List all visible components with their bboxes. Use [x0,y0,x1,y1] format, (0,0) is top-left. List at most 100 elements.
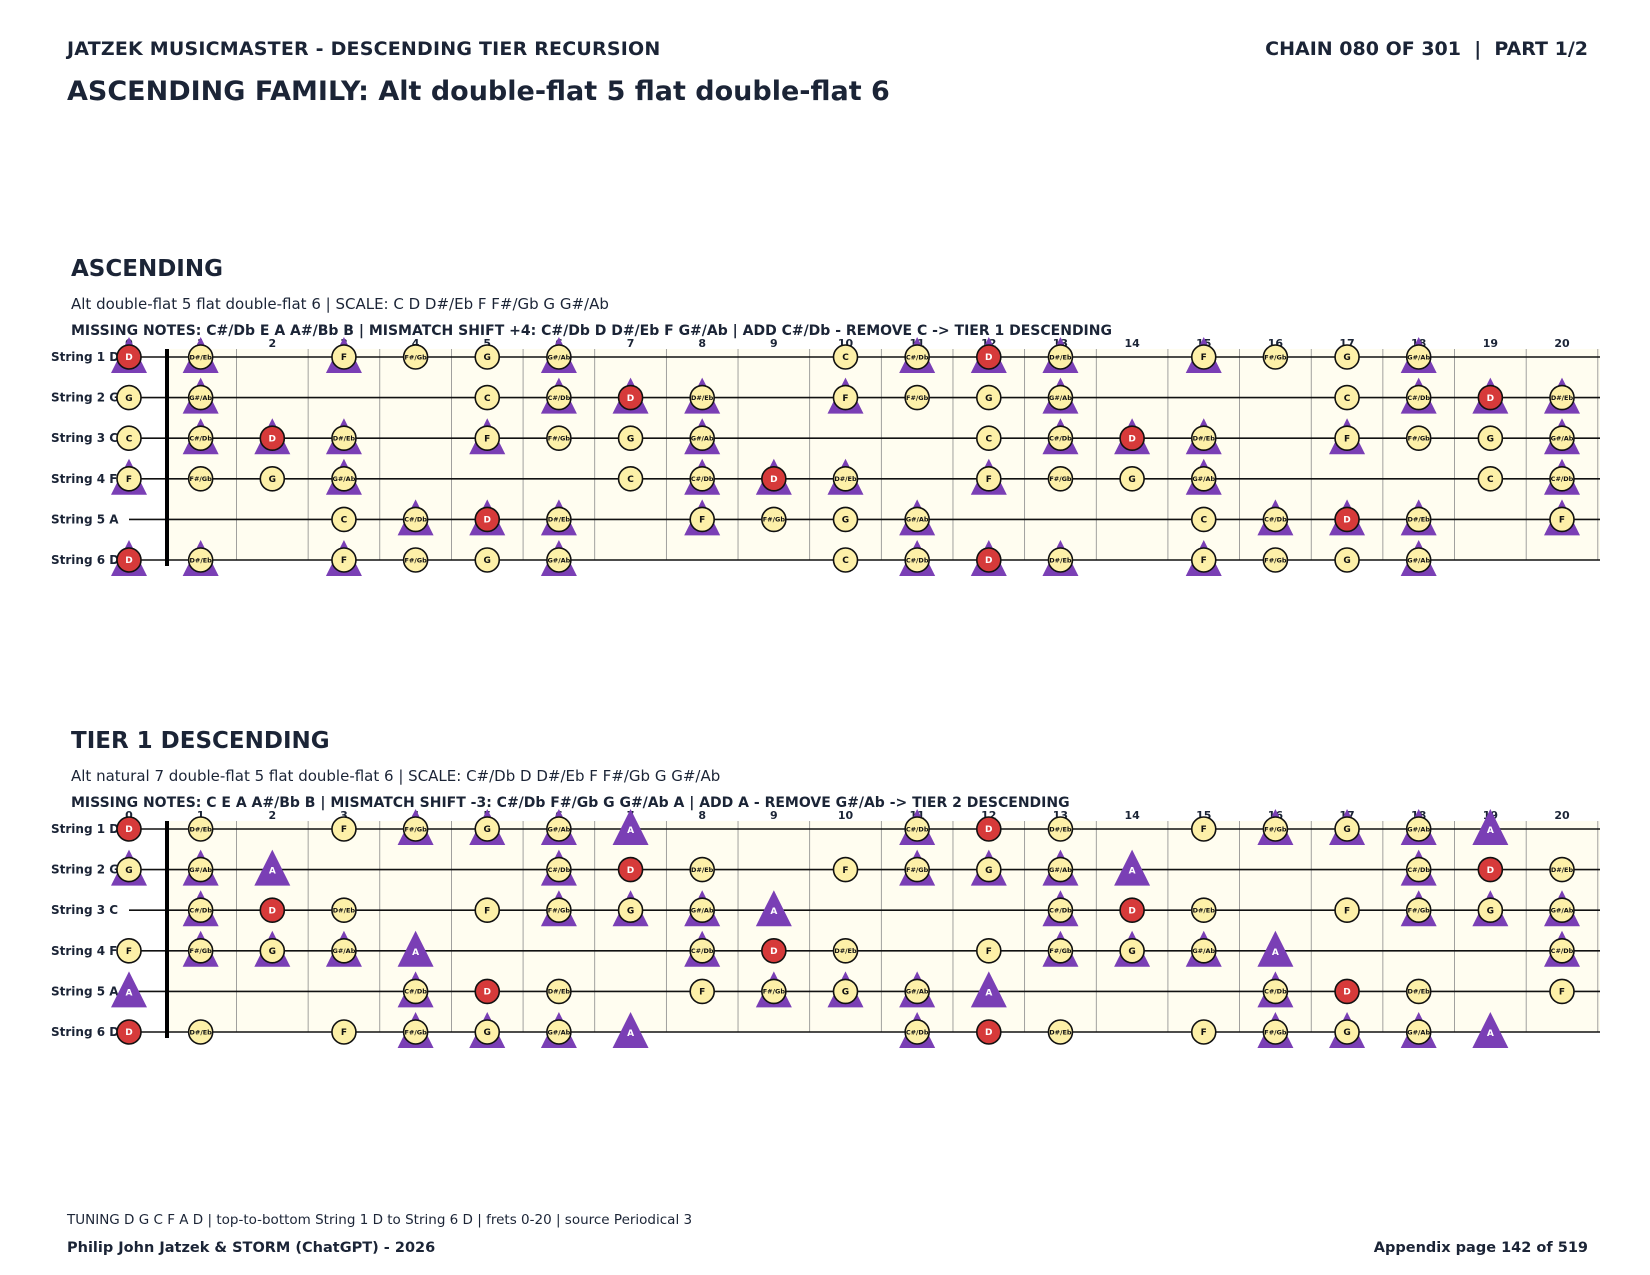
note-dot [1047,856,1074,883]
root-note-dot [761,938,787,964]
section-title-tier1: TIER 1 DESCENDING [71,728,330,754]
note-dot [617,425,644,451]
note-label: F#/Gb [404,353,427,361]
note-dot [1047,1019,1074,1045]
note-label: F [484,434,490,444]
note-label: G#/Ab [189,394,212,402]
note-label: G [842,988,849,998]
note-label: D [627,394,634,404]
note-label: F#/Gb [548,907,571,915]
note-dot [1334,425,1360,451]
note-label: A [269,867,276,877]
root-note-dot [761,466,787,492]
note-dot [331,506,357,533]
note-label: F [126,947,132,957]
note-dot [832,547,859,573]
note-label: D#/Eb [548,988,571,996]
note-label: A [1272,948,1279,958]
note-label: C#/Db [906,556,929,564]
note-dot [474,547,501,573]
note-label: F#/Gb [1408,907,1431,915]
note-dot [474,425,501,451]
note-label: F#/Gb [763,516,786,524]
string-label: String 4 F [51,472,117,486]
note-dot [1190,897,1217,923]
note-dot [1334,344,1360,370]
note-label: A [985,988,992,998]
root-note-dot [1334,506,1360,533]
note-label: G [484,825,491,835]
note-label: D [627,866,634,876]
note-dot [546,816,572,842]
note-label: F#/Gb [190,947,213,955]
note-label: D#/Eb [189,556,212,564]
note-dot [402,978,429,1005]
note-dot [331,1019,357,1045]
note-dot [259,466,286,492]
note-label: D [1128,906,1135,916]
note-dot [689,938,716,964]
note-label: D#/Eb [1049,1028,1072,1036]
note-label: C [1487,475,1494,485]
note-label: F [341,353,347,363]
note-dot [832,938,859,964]
note-label: D [770,475,777,485]
note-label: G [985,394,992,404]
note-label: D [1128,434,1135,444]
note-dot [1477,466,1504,492]
fret-number: 10 [838,809,854,822]
note-label: G [627,906,634,916]
fretboard-background [167,821,1600,1032]
note-label: D#/Eb [834,475,857,483]
note-label: C#/Db [404,516,427,524]
note-dot [402,1019,429,1045]
note-label: D#/Eb [189,1028,212,1036]
note-dot [1047,425,1074,451]
note-dot [1549,856,1575,883]
note-label: F#/Gb [404,556,427,564]
note-label: C#/Db [1407,866,1430,874]
note-dot [1405,547,1432,573]
note-dot [402,344,429,370]
note-label: C#/Db [1049,907,1072,915]
note-label: G#/Ab [1192,475,1215,483]
fret-number: 0 [125,809,133,822]
note-label: G#/Ab [1049,866,1072,874]
note-dot [832,856,859,883]
fret-number: 1 [197,809,205,822]
note-dot [116,938,142,964]
note-label: F#/Gb [1049,475,1072,483]
note-label: A [1129,867,1136,877]
string-label: String 1 D [51,350,119,364]
interval-marker-icon [970,971,1007,1008]
note-label: F [1201,825,1207,835]
note-dot [1190,938,1217,964]
note-dot [1262,978,1289,1005]
note-label: G [125,394,132,404]
note-label: F#/Gb [1264,1028,1287,1036]
root-note-dot [1477,384,1504,411]
note-label: C [985,434,992,444]
note-dot [187,344,214,370]
note-dot [1262,1019,1289,1045]
note-label: G [985,866,992,876]
note-label: G [1128,475,1135,485]
note-label: C [842,353,849,363]
note-label: F [1559,988,1565,998]
note-label: F [842,866,848,876]
note-dot [1334,1019,1360,1045]
string-label: String 2 G [51,391,119,405]
note-dot [1190,1019,1217,1045]
note-label: D#/Eb [1049,353,1072,361]
note-dot [116,384,142,411]
note-dot [1549,938,1575,964]
fretboard-ascending: 01234567891011121314151617181920String 1… [51,337,1600,576]
note-label: C#/Db [1264,988,1287,996]
note-dot [1549,978,1575,1005]
note-dot [546,856,572,883]
section-missing-ascending: MISSING NOTES: C#/Db E A A#/Bb B | MISMA… [71,323,1112,339]
note-label: F#/Gb [1049,947,1072,955]
fretboard-background [167,349,1600,560]
tuning-note: TUNING D G C F A D | top-to-bottom Strin… [67,1212,693,1228]
note-dot [331,547,357,573]
